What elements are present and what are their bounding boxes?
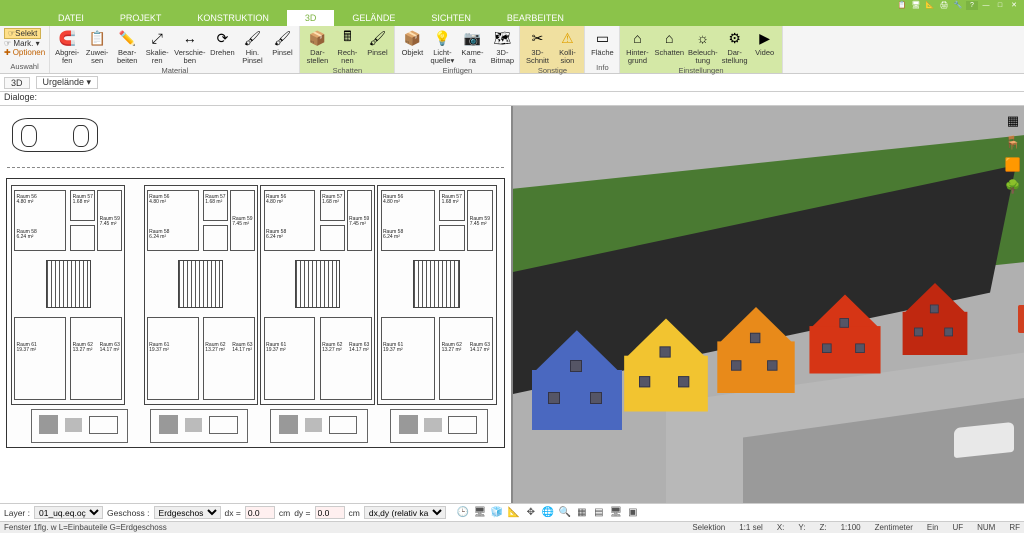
menu-tab-datei[interactable]: DATEI bbox=[40, 10, 102, 26]
bottombar-icon[interactable]: 🖥 bbox=[473, 506, 487, 520]
ribbon-fläche[interactable]: ▭Fläche bbox=[587, 27, 617, 58]
bottombar-icon[interactable]: 🔍 bbox=[558, 506, 572, 520]
bottombar-icon[interactable]: 🌐 bbox=[541, 506, 555, 520]
minimize-button[interactable]: — bbox=[980, 1, 992, 10]
menu-tab-bearbeiten[interactable]: BEARBEITEN bbox=[489, 10, 582, 26]
ribbon-darstellung[interactable]: ⚙Dar-stellung bbox=[720, 27, 750, 65]
ribbon-skalieren[interactable]: ⤢Skalie-ren bbox=[142, 27, 172, 65]
furniture-group bbox=[390, 409, 488, 443]
3d-toolbar: ▦ 🪑 🟧 🌳 bbox=[1004, 112, 1022, 196]
ribbon-pinsel[interactable]: 🖌Pinsel bbox=[362, 27, 392, 58]
ribbon-schatten[interactable]: ⌂Schatten bbox=[652, 27, 686, 58]
menu-bar: DATEIPROJEKTKONSTRUKTION3DGELÄNDESICHTEN… bbox=[0, 10, 1024, 26]
ribbon-3dschnitt[interactable]: ✂3D-Schnitt bbox=[522, 27, 552, 65]
ribbon-beleuchtung[interactable]: ☼Beleuch-tung bbox=[686, 27, 720, 65]
bottombar-icon[interactable]: ✥ bbox=[524, 506, 538, 520]
menu-tab-projekt[interactable]: PROJEKT bbox=[102, 10, 180, 26]
titlebar-btn[interactable]: 📐 bbox=[924, 1, 936, 10]
floorplan-unit: Raum 564.80 m²Raum 571.68 m²Raum 586.24 … bbox=[377, 185, 496, 405]
materials-icon[interactable]: 🟧 bbox=[1004, 156, 1022, 174]
furniture-icon[interactable]: 🪑 bbox=[1004, 134, 1022, 152]
ribbon-objekt[interactable]: 📦Objekt bbox=[397, 27, 427, 58]
dx-label: dx = bbox=[225, 508, 241, 518]
titlebar-btn[interactable]: 📋 bbox=[896, 1, 908, 10]
3d-car bbox=[954, 422, 1014, 458]
dy-input[interactable] bbox=[315, 506, 345, 519]
dx-input[interactable] bbox=[245, 506, 275, 519]
menu-tab-sichten[interactable]: SICHTEN bbox=[413, 10, 489, 26]
menu-tab-konstruktion[interactable]: KONSTRUKTION bbox=[179, 10, 287, 26]
ribbon-lichtquelle[interactable]: 💡Licht-quelle▾ bbox=[427, 27, 457, 65]
bottombar-icon[interactable]: 🖥 bbox=[609, 506, 623, 520]
ribbon-kollision[interactable]: ⚠Kolli-sion bbox=[552, 27, 582, 65]
layer-label: Layer : bbox=[4, 508, 30, 518]
3d-view-pane[interactable]: ▦ 🪑 🟧 🌳 bbox=[513, 106, 1024, 503]
ribbon-selection-group: ☞ Selekt ☞ Mark. ▾ ✚ Optionen Auswahl bbox=[0, 26, 50, 73]
floor-label: Geschoss : bbox=[107, 508, 150, 518]
titlebar-btn[interactable]: 🖨 bbox=[938, 1, 950, 10]
titlebar-btn[interactable]: ? bbox=[966, 1, 978, 10]
maximize-button[interactable]: □ bbox=[994, 1, 1006, 10]
menu-tab-3d[interactable]: 3D bbox=[287, 10, 335, 26]
ribbon-drehen[interactable]: ⟳Drehen bbox=[207, 27, 237, 58]
floorplan-pane[interactable]: Raum 564.80 m²Raum 571.68 m²Raum 586.24 … bbox=[0, 106, 513, 503]
house-gable bbox=[532, 330, 622, 430]
pane-handle[interactable] bbox=[1018, 305, 1024, 333]
ribbon-rechnen[interactable]: 🖩Rech-nen bbox=[332, 27, 362, 65]
bottombar-icon[interactable]: 🕒 bbox=[456, 506, 470, 520]
bottombar-icon[interactable]: ▤ bbox=[592, 506, 606, 520]
close-button[interactable]: ✕ bbox=[1008, 1, 1020, 10]
floorplan-unit: Raum 564.80 m²Raum 571.68 m²Raum 586.24 … bbox=[11, 185, 125, 405]
view-selector-bar: 3D Urgelände ▾ bbox=[0, 74, 1024, 92]
floorplan-unit: Raum 564.80 m²Raum 571.68 m²Raum 586.24 … bbox=[144, 185, 258, 405]
house-gable bbox=[624, 318, 708, 411]
optionen-button[interactable]: Optionen bbox=[13, 48, 45, 57]
view-tab-3d[interactable]: 3D bbox=[4, 77, 30, 89]
bottombar-icon[interactable]: ▦ bbox=[575, 506, 589, 520]
ribbon-bearbeiten[interactable]: ✏️Bear-beiten bbox=[112, 27, 142, 65]
car-plan-symbol bbox=[12, 118, 98, 152]
ribbon-3dbitmap[interactable]: 🗺3D-Bitmap bbox=[487, 27, 517, 65]
floorplan[interactable]: Raum 564.80 m²Raum 571.68 m²Raum 586.24 … bbox=[6, 178, 505, 448]
titlebar-btn[interactable]: 🔧 bbox=[952, 1, 964, 10]
ribbon-zuweisen[interactable]: 📋Zuwei-sen bbox=[82, 27, 112, 65]
mark-label[interactable]: ☞ Mark. ▾ bbox=[4, 39, 40, 48]
ribbon-hintergrund[interactable]: ⌂Hinter-grund bbox=[622, 27, 652, 65]
status-left: Fenster 1flg. w L=Einbauteile G=Erdgesch… bbox=[4, 523, 678, 532]
selekt-chip[interactable]: ☞ Selekt bbox=[4, 28, 41, 39]
menu-tab-gelände[interactable]: GELÄNDE bbox=[334, 10, 413, 26]
layer-select[interactable]: 01_uq.eq.oç bbox=[34, 506, 103, 519]
ribbon-group-label: Auswahl bbox=[4, 62, 45, 71]
house-gable bbox=[717, 307, 794, 393]
ribbon-pinsel[interactable]: 🖌Pinsel bbox=[267, 27, 297, 58]
ribbon-darstellen[interactable]: 📦Dar-stellen bbox=[302, 27, 332, 65]
bottombar-icon[interactable]: 🧊 bbox=[490, 506, 504, 520]
rel-select[interactable]: dx,dy (relativ ka bbox=[364, 506, 446, 519]
tree-icon[interactable]: 🌳 bbox=[1004, 178, 1022, 196]
ribbon-kamera[interactable]: 📷Kame-ra bbox=[457, 27, 487, 65]
furniture-group bbox=[150, 409, 248, 443]
title-bar: 📋 🖥 📐 🖨 🔧 ? — □ ✕ bbox=[0, 0, 1024, 10]
ribbon-abgreifen[interactable]: 🧲Abgrei-fen bbox=[52, 27, 82, 65]
bottombar-icon[interactable]: ▣ bbox=[626, 506, 640, 520]
status-bar: Fenster 1flg. w L=Einbauteile G=Erdgesch… bbox=[0, 521, 1024, 533]
house-gable bbox=[810, 295, 881, 374]
dy-label: dy = bbox=[294, 508, 310, 518]
furniture-group bbox=[31, 409, 129, 443]
bottom-bar: Layer : 01_uq.eq.oç Geschoss : Erdgescho… bbox=[0, 503, 1024, 521]
floorplan-unit: Raum 564.80 m²Raum 571.68 m²Raum 586.24 … bbox=[260, 185, 374, 405]
furniture-group bbox=[270, 409, 368, 443]
floor-select[interactable]: Erdgeschos bbox=[154, 506, 221, 519]
ribbon-video[interactable]: ▶Video bbox=[750, 27, 780, 58]
house-gable bbox=[902, 283, 967, 355]
terrain-dropdown[interactable]: Urgelände ▾ bbox=[36, 76, 99, 89]
ribbon-hin.pinsel[interactable]: 🖌Hin.Pinsel bbox=[237, 27, 267, 65]
main-area: Raum 564.80 m²Raum 571.68 m²Raum 586.24 … bbox=[0, 106, 1024, 503]
dialog-row: Dialoge: bbox=[0, 92, 1024, 106]
bottombar-icon[interactable]: 📐 bbox=[507, 506, 521, 520]
ribbon-verschieben[interactable]: ↔Verschie-ben bbox=[172, 27, 207, 65]
titlebar-btn[interactable]: 🖥 bbox=[910, 1, 922, 10]
ribbon: ☞ Selekt ☞ Mark. ▾ ✚ Optionen Auswahl 🧲A… bbox=[0, 26, 1024, 74]
layers-icon[interactable]: ▦ bbox=[1004, 112, 1022, 130]
